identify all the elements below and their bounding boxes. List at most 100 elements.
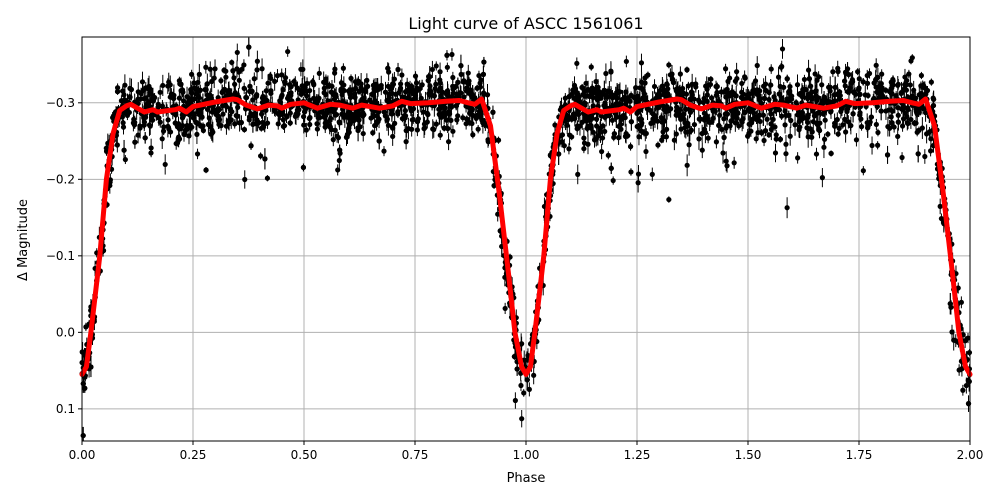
data-point [666,62,671,67]
data-point [395,110,400,115]
data-point [229,60,234,65]
data-point [212,66,217,71]
data-point [531,373,536,378]
data-point [960,388,965,393]
data-point [749,120,754,125]
data-point [143,115,148,120]
data-point [422,125,427,130]
data-point [669,71,674,76]
data-point [239,120,244,125]
data-point [450,129,455,134]
data-point [411,106,416,111]
data-point [879,108,884,113]
data-point [247,114,252,119]
data-point [190,97,195,102]
data-point [643,149,648,154]
data-point [826,85,831,90]
data-point [189,125,194,130]
data-point [339,112,344,117]
data-point [912,121,917,126]
data-point [184,126,189,131]
data-point [652,84,657,89]
data-point [301,165,306,170]
data-point [875,143,880,148]
data-point [127,95,132,100]
data-point [150,118,155,123]
data-point [513,398,518,403]
data-point [725,111,730,116]
data-point [341,66,346,71]
data-point [716,123,721,128]
data-point [902,86,907,91]
data-point [650,172,655,177]
data-point [819,82,824,87]
data-point [686,83,691,88]
data-point [123,157,128,162]
data-point [348,92,353,97]
data-point [337,158,342,163]
data-point [243,95,248,100]
data-point [335,167,340,172]
data-point [792,122,797,127]
data-point [880,93,885,98]
data-point [820,175,825,180]
data-point [329,90,334,95]
data-point [174,141,179,146]
data-point [411,91,416,96]
data-point [160,83,165,88]
data-point [362,95,367,100]
data-point [916,110,921,115]
data-point [138,96,143,101]
data-point [785,76,790,81]
data-point [161,124,166,129]
data-point [332,97,337,102]
data-point [415,119,420,124]
data-point [814,78,819,83]
data-point [197,95,202,100]
data-point [470,132,475,137]
data-point [368,115,373,120]
data-point [593,79,598,84]
data-point [683,107,688,112]
data-point [614,114,619,119]
data-point [218,78,223,83]
data-point [879,72,884,77]
data-point [916,151,921,156]
data-point [392,77,397,82]
data-point [444,53,449,58]
data-point [742,110,747,115]
data-point [236,69,241,74]
data-point [808,84,813,89]
data-point [920,125,925,130]
data-point [285,49,290,54]
data-point [467,111,472,116]
data-point [121,148,126,153]
data-point [353,79,358,84]
data-point [518,383,523,388]
data-point [575,126,580,131]
data-point [923,92,928,97]
data-point [445,65,450,70]
data-point [178,82,183,87]
data-point [850,111,855,116]
data-point [883,108,888,113]
data-point [332,67,337,72]
data-point [666,197,671,202]
data-point [846,72,851,77]
data-point [611,178,616,183]
data-point [195,151,200,156]
data-point [268,88,273,93]
data-point [246,45,251,50]
data-point [902,74,907,79]
data-point [599,149,604,154]
data-point [298,67,303,72]
data-point [746,96,751,101]
data-point [594,117,599,122]
data-point [466,78,471,83]
data-point [438,85,443,90]
data-point [889,120,894,125]
data-point [404,139,409,144]
data-point [449,52,454,57]
data-point [717,113,722,118]
data-point [928,136,933,141]
